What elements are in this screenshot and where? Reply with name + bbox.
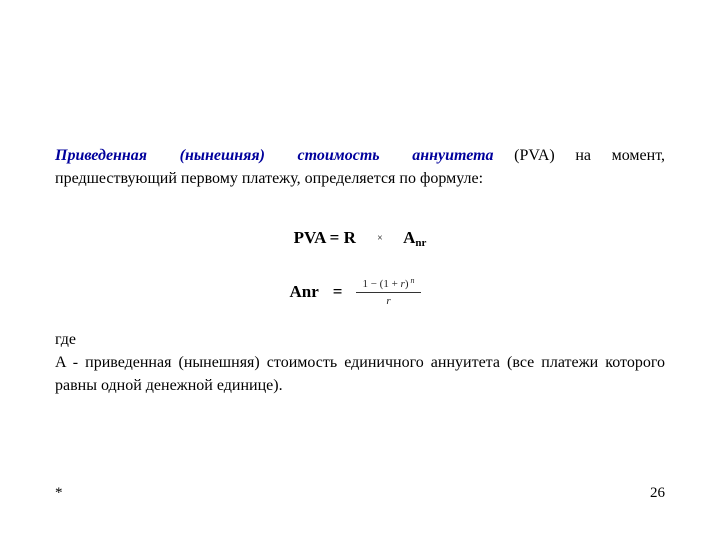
definition-paragraph: Приведенная (нынешняя) стоимость аннуите… — [55, 144, 665, 190]
page-number: 26 — [650, 485, 665, 502]
slide: Приведенная (нынешняя) стоимость аннуите… — [0, 0, 720, 540]
where-text: A - приведенная (нынешняя) стоимость еди… — [55, 351, 665, 397]
anr-label: Anr — [290, 282, 319, 302]
formula-lhs: PVA = R — [294, 228, 356, 247]
fraction-numerator: 1 − (1 + r)n — [356, 277, 420, 292]
anr-fraction: 1 − (1 + r)n r — [356, 277, 420, 307]
footer-left: * — [55, 485, 63, 502]
fraction-denominator: r — [356, 292, 420, 307]
formula-pva: PVA = R × Anr — [55, 228, 665, 249]
multiply-symbol: × — [377, 233, 383, 244]
num-exp: n — [411, 276, 415, 285]
anr-eq: = — [333, 282, 343, 302]
num-prefix: 1 − (1 + — [362, 278, 400, 290]
formula-anr: Anr = 1 − (1 + r)n r — [45, 277, 665, 307]
where-block: где A - приведенная (нынешняя) стоимость… — [55, 328, 665, 398]
num-suffix: ) — [405, 278, 409, 290]
formula-rhs-sub: nr — [415, 237, 426, 249]
term-text: Приведенная (нынешняя) стоимость аннуите… — [55, 147, 494, 164]
content-area: Приведенная (нынешняя) стоимость аннуите… — [55, 128, 665, 397]
where-label: где — [55, 328, 665, 351]
formula-rhs-base: A — [403, 228, 415, 247]
